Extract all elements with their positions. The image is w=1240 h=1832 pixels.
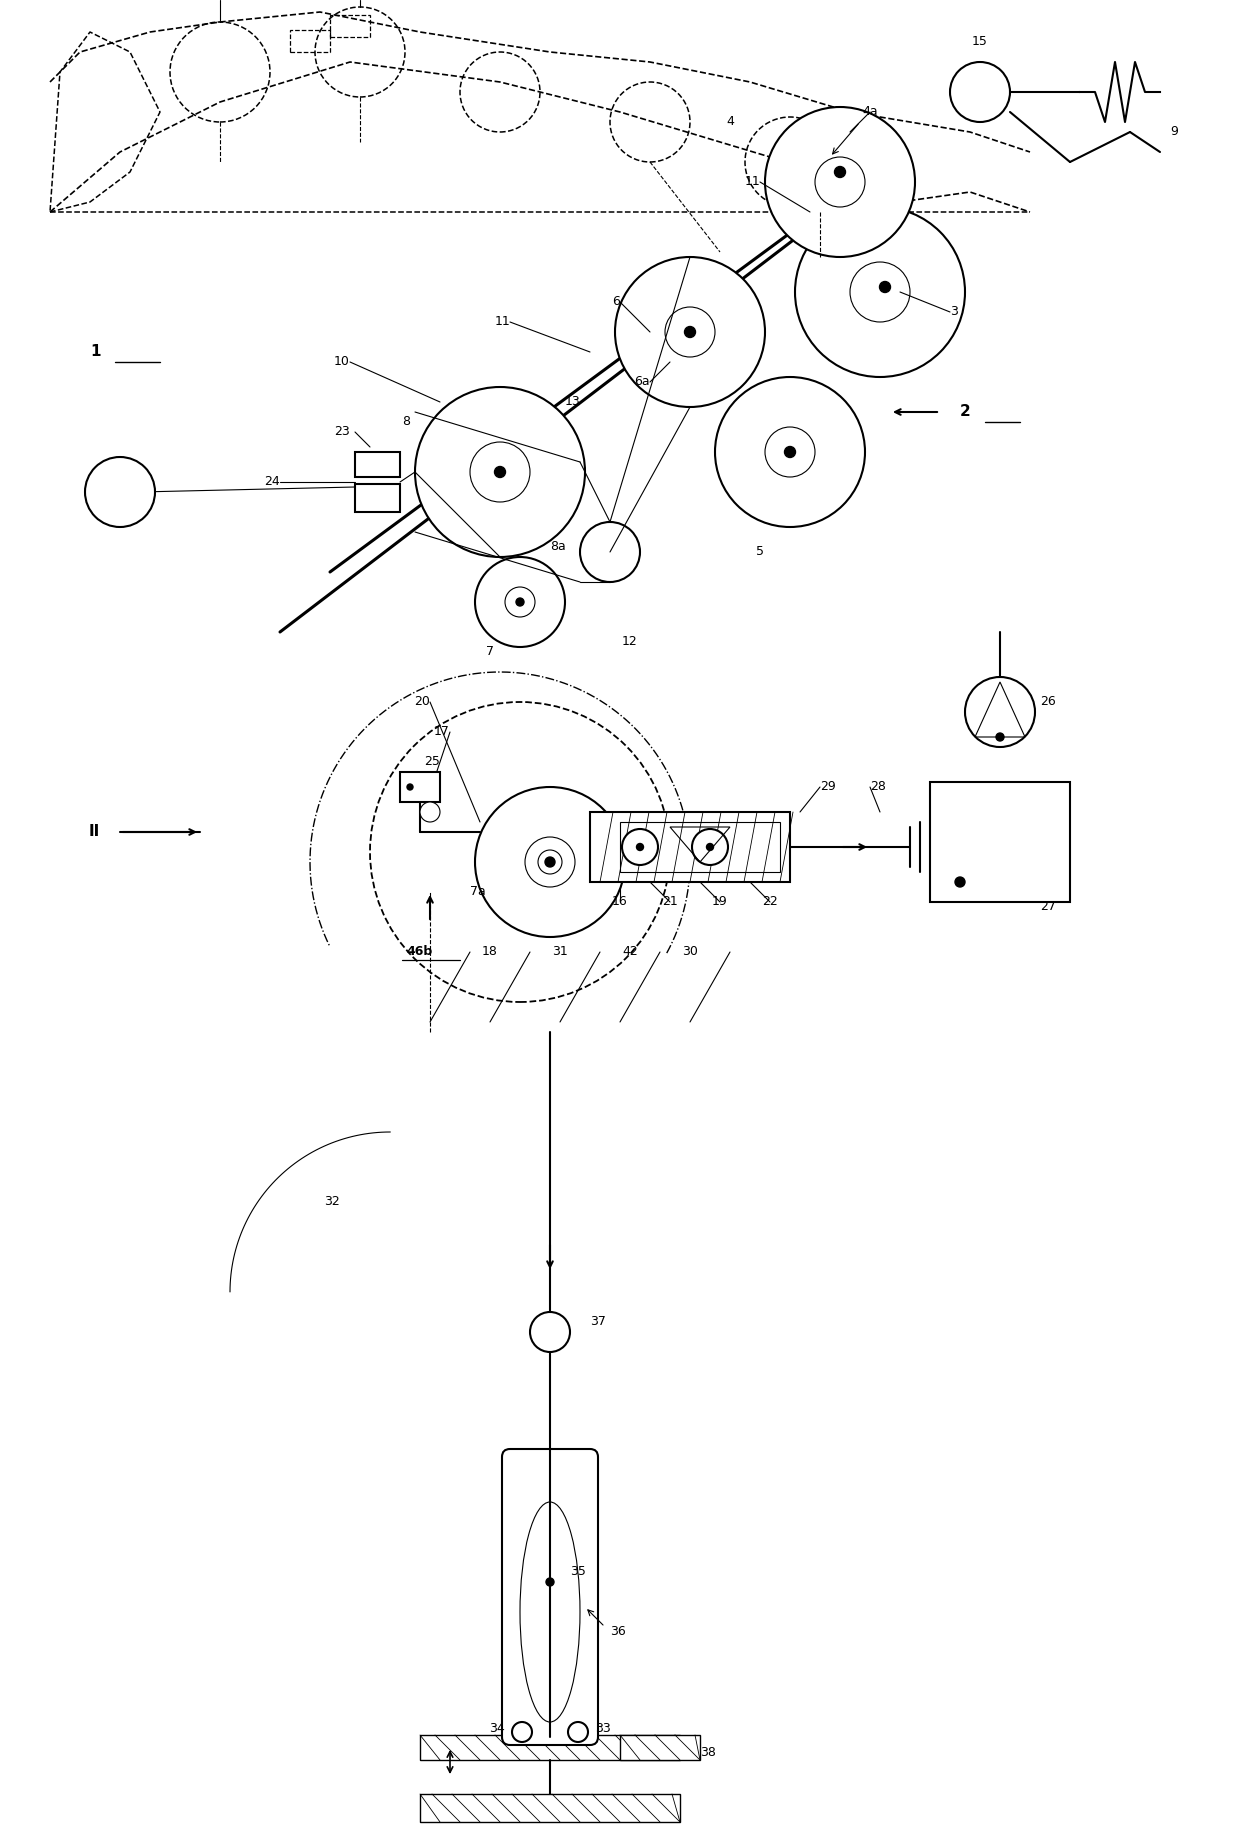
Circle shape: [546, 857, 556, 867]
Text: 4: 4: [727, 115, 734, 128]
Circle shape: [420, 802, 440, 823]
Bar: [420, 1735, 680, 1761]
Text: 28: 28: [870, 780, 885, 793]
Circle shape: [715, 377, 866, 528]
Circle shape: [470, 442, 529, 502]
Text: 22: 22: [763, 896, 777, 909]
Bar: [330, 15, 370, 37]
Text: 2: 2: [960, 405, 971, 420]
Text: 12: 12: [622, 636, 637, 649]
Text: 8a: 8a: [551, 540, 565, 553]
Text: 46b: 46b: [407, 945, 433, 958]
Text: 26: 26: [1040, 696, 1055, 709]
Text: 19: 19: [712, 896, 728, 909]
Bar: [620, 823, 780, 872]
Text: 4a: 4a: [862, 106, 878, 119]
Bar: [290, 29, 330, 51]
Circle shape: [879, 282, 890, 293]
Text: II: II: [89, 824, 100, 839]
Text: 18: 18: [482, 945, 498, 958]
Text: 1: 1: [91, 344, 100, 359]
Circle shape: [580, 522, 640, 583]
Text: 11: 11: [744, 176, 760, 189]
Circle shape: [665, 308, 715, 357]
Text: 3: 3: [950, 306, 957, 319]
Circle shape: [407, 784, 413, 790]
Text: 27: 27: [1040, 901, 1056, 914]
Text: 25: 25: [424, 755, 440, 768]
Text: 23: 23: [335, 425, 350, 438]
Text: 37: 37: [590, 1315, 606, 1328]
Circle shape: [546, 1577, 554, 1587]
Circle shape: [495, 467, 506, 478]
Text: 24: 24: [264, 476, 280, 489]
Circle shape: [505, 586, 534, 617]
Text: 34: 34: [490, 1722, 505, 1735]
Text: 38: 38: [701, 1746, 715, 1759]
Text: 21: 21: [662, 896, 678, 909]
Circle shape: [512, 1722, 532, 1742]
Circle shape: [525, 837, 575, 887]
Text: 20: 20: [414, 696, 430, 709]
Circle shape: [785, 447, 796, 458]
Text: 30: 30: [682, 945, 698, 958]
Text: 6a: 6a: [635, 376, 650, 388]
Circle shape: [795, 207, 965, 377]
Bar: [620, 1735, 701, 1761]
Circle shape: [765, 106, 915, 256]
Text: 31: 31: [552, 945, 568, 958]
Circle shape: [482, 793, 618, 931]
Circle shape: [615, 256, 765, 407]
Text: 9: 9: [1171, 126, 1178, 139]
Circle shape: [707, 843, 713, 850]
Circle shape: [516, 597, 525, 606]
Text: 11: 11: [495, 315, 510, 328]
Circle shape: [568, 1722, 588, 1742]
Text: 6: 6: [613, 295, 620, 308]
Circle shape: [475, 788, 625, 936]
Text: 7: 7: [486, 645, 494, 658]
Text: 17: 17: [434, 725, 450, 738]
Bar: [401, 771, 440, 802]
Text: 36: 36: [610, 1625, 626, 1638]
Circle shape: [529, 1312, 570, 1352]
Circle shape: [636, 843, 644, 850]
Circle shape: [622, 830, 658, 865]
Bar: [590, 812, 790, 881]
Text: 7a: 7a: [470, 885, 486, 898]
Bar: [930, 782, 1070, 901]
Circle shape: [955, 878, 965, 887]
Text: 15: 15: [972, 35, 988, 48]
Circle shape: [965, 678, 1035, 747]
Circle shape: [415, 387, 585, 557]
Bar: [420, 1794, 680, 1823]
Circle shape: [684, 326, 696, 337]
Text: 16: 16: [613, 896, 627, 909]
Text: 5: 5: [756, 546, 764, 559]
Text: 35: 35: [570, 1566, 585, 1579]
Circle shape: [692, 830, 728, 865]
Text: 42: 42: [622, 945, 637, 958]
Circle shape: [950, 62, 1011, 123]
Text: 8: 8: [402, 416, 410, 429]
Circle shape: [765, 427, 815, 476]
Bar: [355, 453, 401, 476]
Bar: [355, 484, 401, 511]
Circle shape: [86, 456, 155, 528]
Circle shape: [996, 733, 1004, 740]
Circle shape: [538, 850, 562, 874]
Circle shape: [849, 262, 910, 322]
Text: 29: 29: [820, 780, 836, 793]
Text: 10: 10: [334, 355, 350, 368]
Circle shape: [475, 557, 565, 647]
FancyBboxPatch shape: [502, 1449, 598, 1746]
Text: 13: 13: [564, 396, 580, 409]
Text: 32: 32: [324, 1196, 340, 1209]
Text: 33: 33: [595, 1722, 611, 1735]
Circle shape: [835, 167, 846, 178]
Circle shape: [815, 158, 866, 207]
